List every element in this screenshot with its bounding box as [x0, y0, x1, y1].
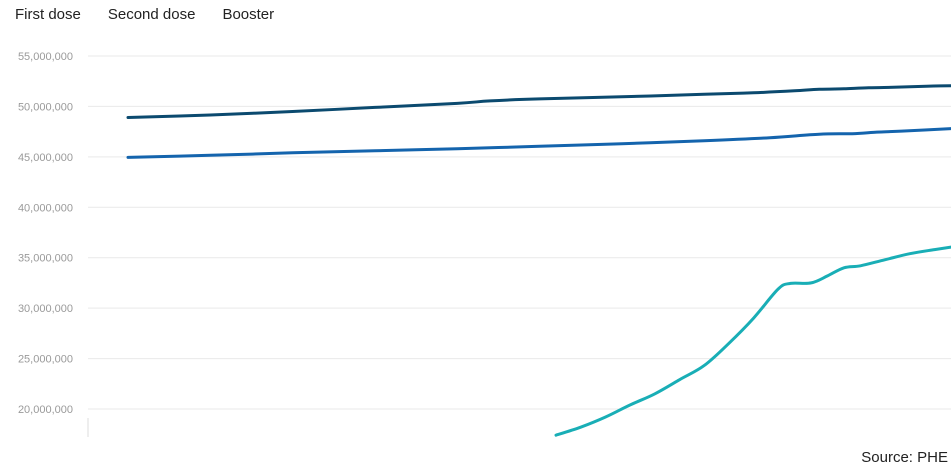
y-axis-labels: 55,000,000 50,000,000 45,000,000 40,000,000… [18, 51, 73, 416]
y-tick-label: 55,000,000 [18, 51, 73, 63]
legend-first-dose[interactable]: First dose [15, 6, 81, 23]
gridlines [88, 55, 951, 410]
series-line-first-dose[interactable] [126, 84, 951, 119]
y-tick-label: 20,000,000 [18, 404, 73, 416]
legend-booster[interactable]: Booster [222, 6, 275, 23]
y-tick-label: 45,000,000 [18, 152, 73, 164]
y-tick-label: 40,000,000 [18, 202, 73, 214]
series-line-booster[interactable] [554, 245, 951, 437]
legend-second-dose[interactable]: Second dose [107, 6, 196, 23]
y-tick-label: 25,000,000 [18, 354, 73, 366]
y-tick-label: 50,000,000 [18, 101, 73, 113]
series-lines [126, 84, 951, 437]
y-tick-label: 35,000,000 [18, 253, 73, 265]
y-tick-label: 30,000,000 [18, 303, 73, 315]
legend: First dose Second dose Booster [15, 6, 274, 28]
series-line-second-dose[interactable] [126, 127, 951, 159]
source-note: Source: PHE [861, 449, 948, 466]
